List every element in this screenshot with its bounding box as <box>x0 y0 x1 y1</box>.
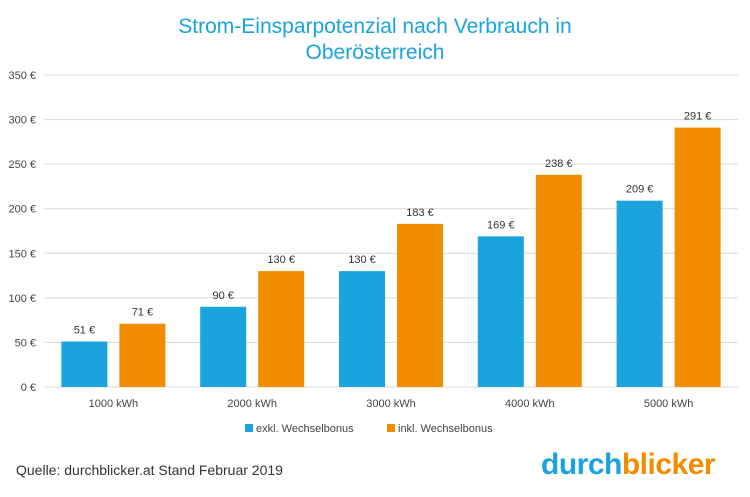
chart-title: Strom-Einsparpotenzial nach Verbrauch in… <box>0 14 750 66</box>
data-label: 238 € <box>545 158 573 170</box>
y-tick-label: 250 € <box>8 159 36 171</box>
data-label: 169 € <box>487 219 515 231</box>
x-tick-label: 1000 kWh <box>89 398 139 410</box>
legend-label: inkl. Wechselbonus <box>398 423 493 435</box>
data-label: 183 € <box>406 207 434 219</box>
x-tick-label: 3000 kWh <box>366 398 416 410</box>
data-label: 130 € <box>348 254 376 266</box>
bar <box>258 271 305 387</box>
data-label: 291 € <box>684 111 712 123</box>
bar <box>119 323 166 387</box>
bar <box>339 271 385 387</box>
y-tick-label: 100 € <box>8 293 36 305</box>
chart-title-line-1: Strom-Einsparpotenzial nach Verbrauch in <box>178 15 572 38</box>
data-label: 51 € <box>74 325 95 337</box>
bar <box>477 236 524 387</box>
x-tick-label: 4000 kWh <box>505 398 555 410</box>
legend-label: exkl. Wechselbonus <box>256 423 354 435</box>
x-tick-label: 2000 kWh <box>227 398 277 410</box>
y-tick-label: 0 € <box>21 382 36 394</box>
data-label: 71 € <box>132 307 153 319</box>
bar <box>674 127 721 387</box>
y-tick-label: 50 € <box>15 337 36 349</box>
data-label: 90 € <box>212 290 233 302</box>
data-label: 130 € <box>267 254 295 266</box>
durchblicker-logo: durchblicker <box>541 448 716 482</box>
logo-part-durch: durch <box>541 448 622 481</box>
x-tick-label: 5000 kWh <box>644 398 694 410</box>
source-note: Quelle: durchblicker.at Stand Februar 20… <box>16 462 283 478</box>
y-tick-label: 350 € <box>8 70 36 82</box>
bar <box>535 174 582 387</box>
bar <box>61 341 108 387</box>
y-tick-label: 300 € <box>8 115 36 127</box>
bar <box>200 306 247 387</box>
bar <box>397 223 443 387</box>
y-tick-label: 200 € <box>8 204 36 216</box>
y-tick-label: 150 € <box>8 248 36 260</box>
bar <box>616 200 663 387</box>
chart-title-line-2: Oberösterreich <box>305 41 445 64</box>
legend-swatch <box>387 424 395 432</box>
legend-swatch <box>245 424 253 432</box>
data-label: 209 € <box>626 184 654 196</box>
logo-part-blicker: blicker <box>621 448 716 481</box>
